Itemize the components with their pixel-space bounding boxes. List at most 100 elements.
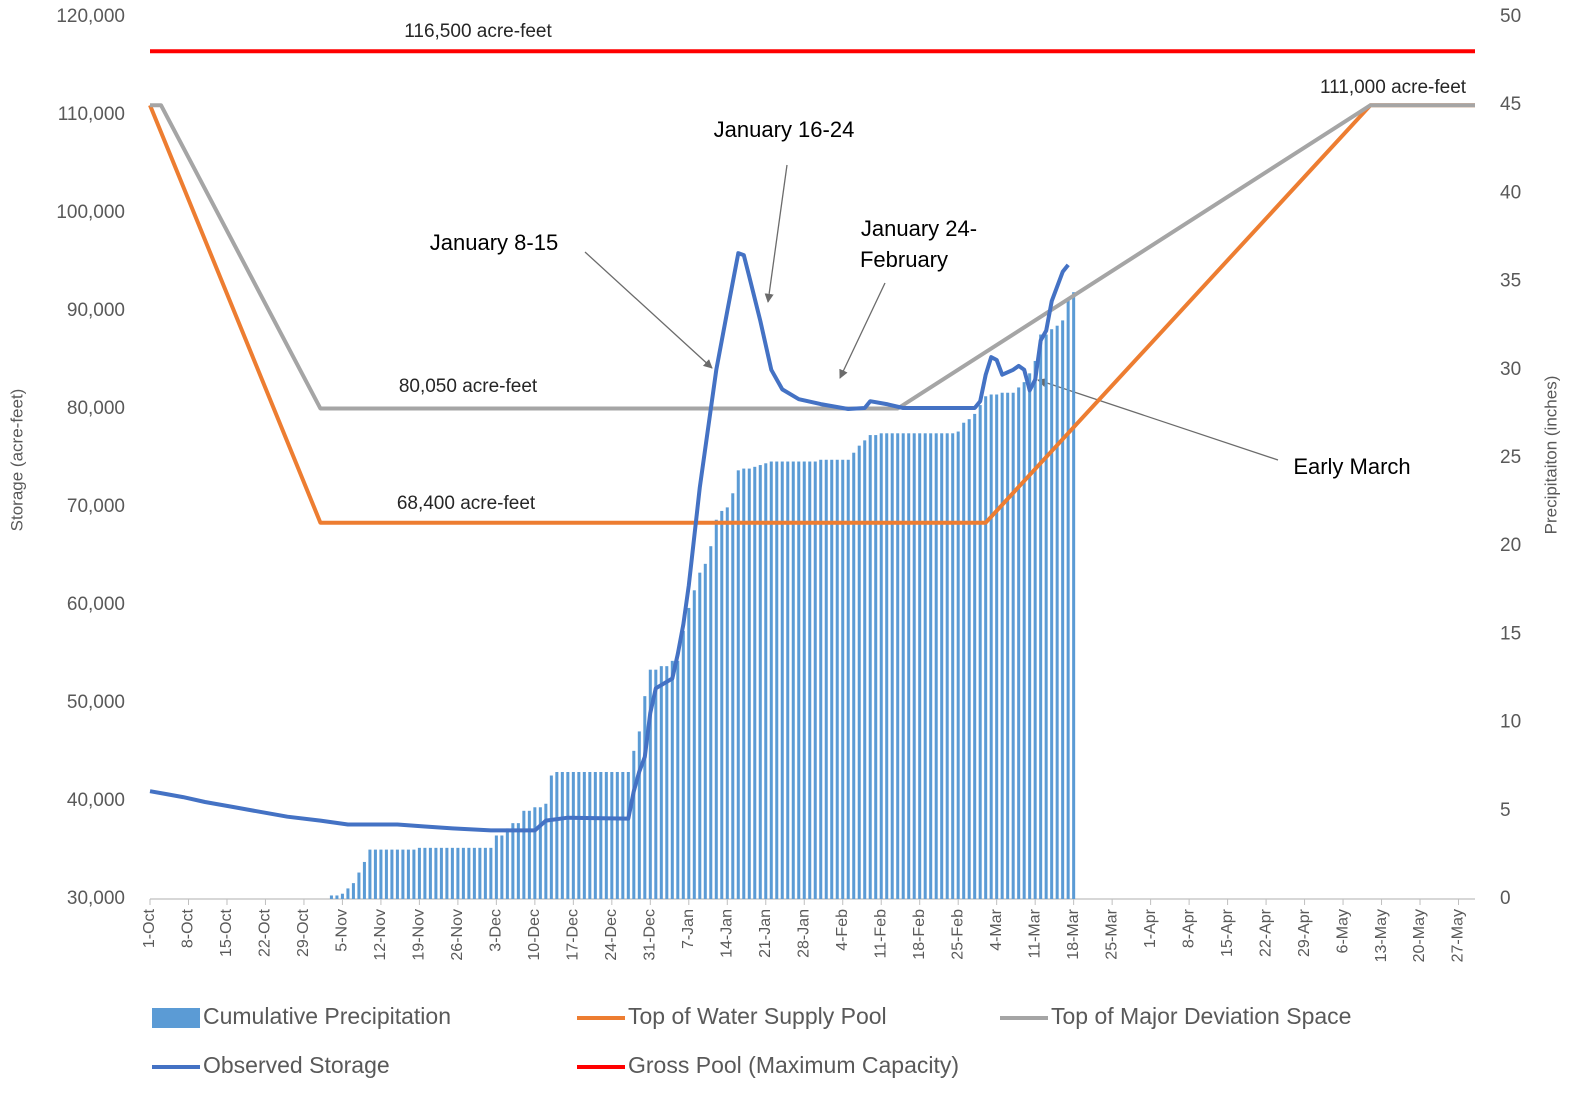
y-tick-label: 30,000 xyxy=(67,888,125,909)
bar xyxy=(736,470,740,899)
bar xyxy=(637,731,641,899)
bar xyxy=(923,433,927,899)
bar xyxy=(962,422,966,899)
y2-tick-label: 20 xyxy=(1500,535,1521,556)
x-tick-label: 19-Nov xyxy=(411,909,428,961)
x-tick-label: 25-Mar xyxy=(1103,908,1120,959)
x-tick-label: 25-Feb xyxy=(949,909,966,960)
bar xyxy=(439,847,443,899)
bar xyxy=(406,849,410,899)
bar xyxy=(725,507,729,899)
legend-label: Gross Pool (Maximum Capacity) xyxy=(628,1052,959,1078)
x-tick-label: 18-Mar xyxy=(1065,908,1082,959)
bar xyxy=(731,493,735,899)
bar xyxy=(467,847,471,899)
bar xyxy=(764,463,768,899)
bar xyxy=(632,750,636,899)
bar xyxy=(1017,387,1021,899)
annotation: 68,400 acre-feet xyxy=(397,493,536,514)
x-tick-label: 28-Jan xyxy=(795,909,812,958)
x-tick-label: 4-Feb xyxy=(834,909,851,951)
x-tick-label: 21-Jan xyxy=(757,909,774,958)
bar xyxy=(571,771,575,899)
bar xyxy=(1072,292,1076,900)
bar xyxy=(621,771,625,899)
bar xyxy=(758,465,762,899)
x-tick-label: 22-Apr xyxy=(1257,908,1274,957)
bar xyxy=(813,461,817,899)
bar xyxy=(901,433,905,899)
y2-tick-label: 15 xyxy=(1500,623,1521,644)
bar xyxy=(885,433,889,899)
bar xyxy=(489,847,493,899)
bar xyxy=(368,849,372,899)
bar xyxy=(445,847,449,899)
arrows xyxy=(584,164,1279,461)
bar xyxy=(747,468,751,899)
bar xyxy=(681,630,685,899)
x-tick-label: 11-Mar xyxy=(1026,908,1043,958)
bar xyxy=(412,849,416,899)
bar xyxy=(951,433,955,899)
annotation: 111,000 acre-feet xyxy=(1320,77,1467,98)
annotation: January 16-24 xyxy=(714,117,855,142)
annotation: Early March xyxy=(1293,454,1410,479)
x-tick-label: 15-Oct xyxy=(218,908,235,957)
line xyxy=(150,103,1475,411)
bar xyxy=(973,413,977,899)
bar xyxy=(588,771,592,899)
x-tick-label: 7-Jan xyxy=(680,909,697,949)
bar xyxy=(516,823,520,899)
bar xyxy=(852,452,856,899)
bar xyxy=(593,771,597,899)
bar xyxy=(670,660,674,899)
arrow xyxy=(1037,378,1279,461)
x-tick-label: 8-Apr xyxy=(1180,908,1197,948)
y-tick-label: 120,000 xyxy=(56,6,125,27)
bar xyxy=(472,847,476,899)
bar xyxy=(984,396,988,899)
bar xyxy=(401,849,405,899)
bar xyxy=(846,459,850,899)
bar xyxy=(753,466,757,899)
bar xyxy=(340,893,344,899)
bar xyxy=(912,433,916,899)
arrow xyxy=(839,282,886,379)
x-tick-label: 8-Oct xyxy=(180,908,197,948)
x-tick-label: 5-Nov xyxy=(334,909,351,952)
bar xyxy=(703,563,707,899)
x-tick-label: 13-May xyxy=(1373,909,1390,962)
x-tick-label: 3-Dec xyxy=(488,909,505,952)
bar xyxy=(599,771,603,899)
y2-tick-label: 50 xyxy=(1500,6,1521,27)
y-tick-label: 90,000 xyxy=(67,300,125,321)
bar xyxy=(835,459,839,899)
y2-tick-label: 10 xyxy=(1500,712,1521,733)
legend-label: Top of Major Deviation Space xyxy=(1051,1003,1351,1029)
bar xyxy=(918,433,922,899)
bar xyxy=(698,572,702,899)
bar xyxy=(1039,334,1043,899)
y-tick-label: 110,000 xyxy=(58,104,125,125)
bar xyxy=(907,433,911,899)
bar xyxy=(786,461,790,899)
legend-swatch xyxy=(152,1008,200,1028)
x-tick-label: 15-Apr xyxy=(1219,908,1236,957)
x-tick-label: 1-Oct xyxy=(141,908,158,948)
arrow xyxy=(764,164,788,303)
bar xyxy=(544,803,548,899)
x-tick-label: 26-Nov xyxy=(449,909,466,961)
bar xyxy=(384,849,388,899)
x-tick-label: 14-Jan xyxy=(719,909,736,958)
bar xyxy=(665,666,669,899)
bar xyxy=(978,405,982,899)
x-tick-label: 29-Oct xyxy=(295,908,312,957)
bar xyxy=(346,888,350,899)
bar xyxy=(417,847,421,899)
annotation: January 8-15 xyxy=(430,230,558,255)
bar xyxy=(461,847,465,899)
x-tick-label: 1-Apr xyxy=(1142,908,1159,948)
bar xyxy=(522,810,526,899)
bar xyxy=(582,771,586,899)
